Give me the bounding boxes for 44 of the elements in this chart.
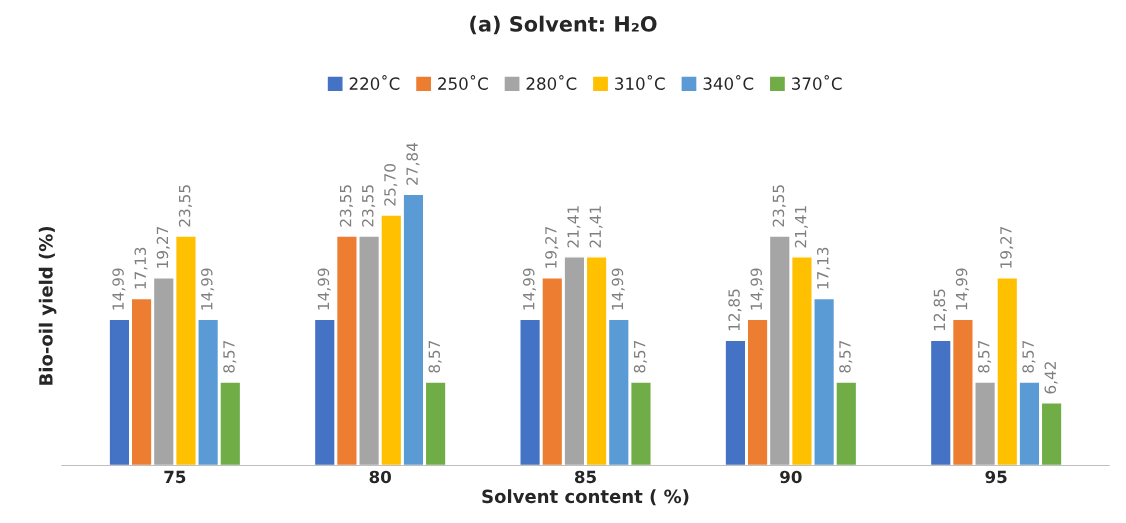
data-label: 14,99 [750, 268, 764, 310]
data-label: 23,55 [361, 185, 376, 227]
data-label: 14,99 [611, 268, 625, 310]
data-label: 8,57 [223, 340, 237, 373]
legend-label: 220˚C [349, 75, 400, 90]
data-label: 8,57 [839, 340, 853, 373]
data-label: 23,55 [772, 185, 786, 227]
data-label: 19,27 [545, 226, 559, 268]
x-tick-label: 85 [574, 470, 596, 484]
data-label: 17,13 [134, 247, 148, 289]
x-tick-label: 75 [164, 470, 186, 484]
x-tick-label: 95 [985, 470, 1007, 484]
legend-label: 280˚C [526, 75, 577, 90]
data-label: 14,99 [955, 268, 969, 310]
data-label: 8,57 [1022, 340, 1036, 373]
data-label: 19,27 [1000, 226, 1014, 268]
legend-label: 310˚C [615, 75, 665, 90]
legend-label: 250˚C [438, 75, 488, 90]
y-axis-title: Bio-oil yield (%) [38, 226, 57, 385]
data-label: 21,41 [794, 206, 808, 248]
data-label: 21,41 [567, 206, 581, 248]
data-label: 14,99 [201, 268, 215, 310]
data-label: 12,85 [933, 289, 947, 331]
x-axis-title: Solvent content ( %) [482, 489, 689, 506]
data-label: 8,57 [633, 340, 647, 373]
data-label: 23,55 [178, 185, 192, 227]
data-label: 21,41 [589, 206, 603, 248]
data-label: 14,99 [112, 268, 126, 310]
data-label: 25,70 [384, 163, 398, 206]
data-label: 6,42 [1044, 362, 1058, 394]
data-label: 12,85 [728, 289, 742, 331]
data-label: 8,57 [977, 340, 992, 373]
data-label: 27,84 [406, 142, 420, 185]
data-label: 17,13 [816, 247, 831, 289]
data-label: 14,99 [522, 268, 537, 310]
data-label: 19,27 [156, 226, 170, 268]
data-label: 14,99 [317, 268, 331, 310]
data-label: 23,55 [339, 185, 353, 227]
legend-label: 340˚C [703, 75, 754, 90]
legend-label: 370˚C [792, 75, 842, 90]
x-tick-label: 80 [369, 470, 391, 484]
chart-title: (a) Solvent: H₂O [470, 15, 657, 35]
data-label: 8,57 [428, 340, 442, 373]
x-tick-label: 90 [780, 470, 802, 484]
